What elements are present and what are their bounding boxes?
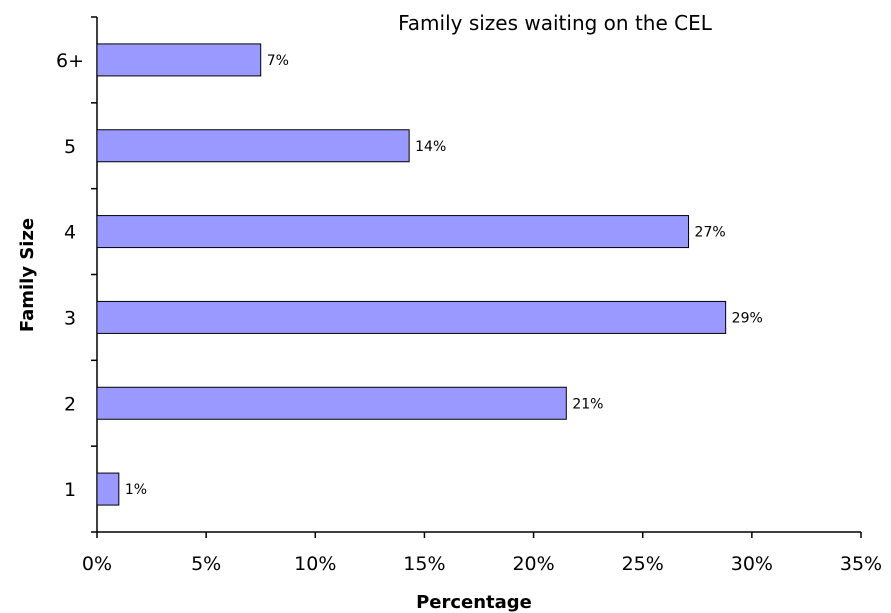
- x-tick-label: 15%: [403, 553, 445, 575]
- category-label: 5: [64, 136, 76, 158]
- bar: [96, 215, 690, 249]
- x-tick-label: 25%: [622, 553, 664, 575]
- bar: [96, 129, 410, 163]
- category-label: 2: [64, 393, 76, 415]
- y-axis-label: Family Size: [17, 218, 38, 332]
- chart-marks: 0% 5% 10% 15% 20% 25% 30% 35% 1 1% 2 21% 3 29% 4 27% 5 14…: [56, 16, 882, 575]
- category-label: 6+: [56, 50, 84, 72]
- x-tick-label: 10%: [294, 553, 336, 575]
- data-label: 27%: [695, 225, 726, 241]
- data-label: 21%: [572, 396, 603, 412]
- category-label: 1: [64, 479, 76, 501]
- data-label: 7%: [267, 53, 289, 69]
- bar: [96, 386, 567, 420]
- chart-title: Family sizes waiting on the CEL: [398, 11, 713, 35]
- x-tick-label: 0%: [82, 553, 112, 575]
- x-tick-label: 30%: [731, 553, 773, 575]
- x-tick-label: 20%: [512, 553, 554, 575]
- data-label: 29%: [732, 310, 763, 326]
- bar: [96, 43, 262, 77]
- data-label: 1%: [125, 482, 147, 498]
- x-axis-label: Percentage: [416, 592, 532, 613]
- data-label: 14%: [415, 139, 446, 155]
- category-label: 3: [64, 307, 76, 329]
- bar: [96, 472, 120, 506]
- category-label: 4: [64, 222, 76, 244]
- x-tick-label: 5%: [191, 553, 221, 575]
- x-tick-label: 35%: [840, 553, 882, 575]
- bar: [96, 300, 727, 334]
